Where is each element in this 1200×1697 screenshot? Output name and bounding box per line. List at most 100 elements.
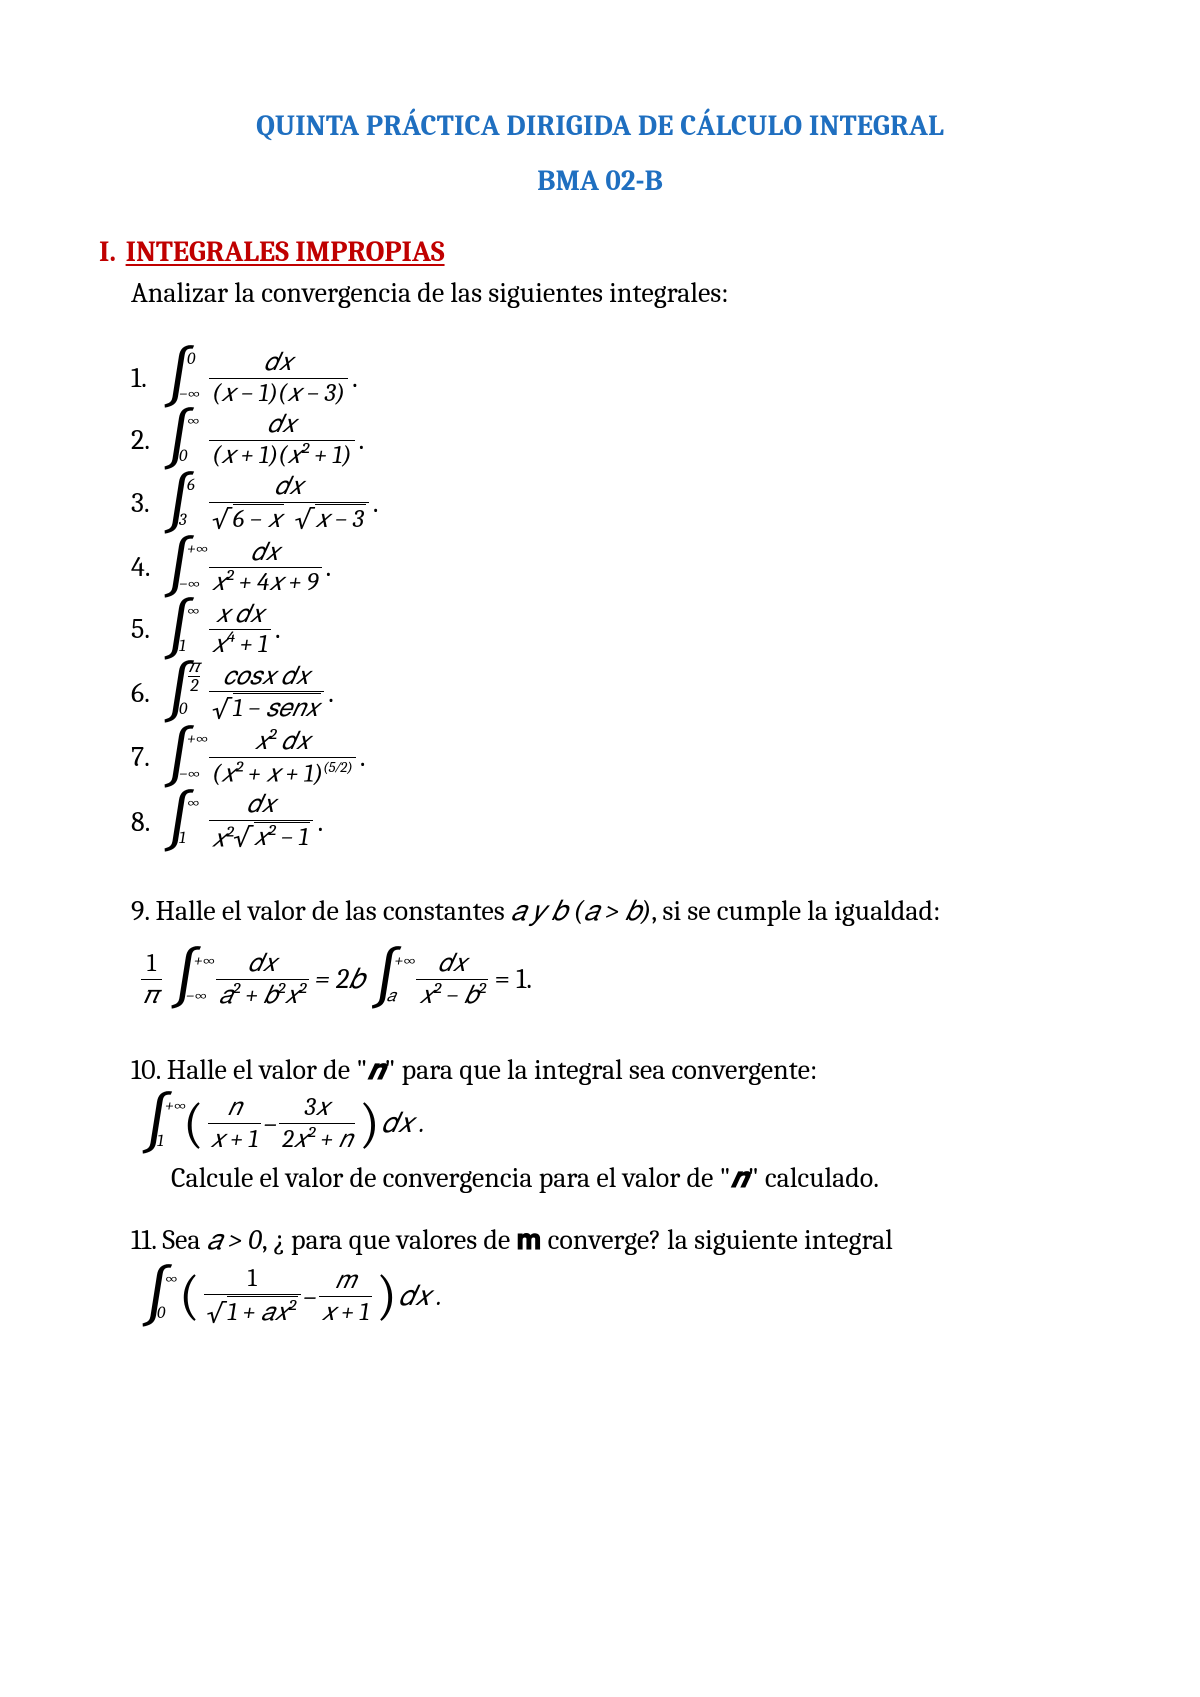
lower-limit: 0 (157, 1304, 165, 1323)
equals-text: = 1. (494, 963, 532, 995)
numerator: 𝑥 𝑑𝑥 (213, 601, 267, 630)
upper-limit: ∞ (165, 1270, 178, 1289)
problem-number: 4. (131, 552, 161, 583)
problem-number: 5. (131, 614, 161, 645)
right-paren-icon: ) (359, 1108, 380, 1140)
lower-limit: 0 (179, 701, 187, 720)
numerator: 𝑑𝑥 (272, 473, 306, 502)
upper-limit: 6 (187, 477, 195, 496)
upper-limit: +∞ (165, 1097, 186, 1116)
denominator: (𝑥 + 1)(𝑥² + 1) (209, 440, 355, 470)
upper-limit: +∞ (187, 731, 208, 750)
denominator: (𝑥 − 1)(𝑥 − 3) (209, 378, 348, 408)
problem-9-text: 9. Halle el valor de las constantes 𝑎 𝑦 … (131, 893, 1105, 931)
fraction: 𝑑𝑥 𝑥²√𝑥² − 1 (209, 791, 313, 853)
problem-4: 4. +∞ ∫ −∞ 𝑑𝑥 𝑥² + 4𝑥 + 9 . (131, 539, 1105, 597)
fraction: 𝑐𝑜𝑠𝑥 𝑑𝑥 √1 − 𝑠𝑒𝑛𝑥 (209, 663, 324, 725)
integral-sign-icon: +∞ ∫ 1 (139, 1099, 173, 1149)
upper-limit: +∞ (194, 952, 215, 971)
fraction: 𝑑𝑥 𝑥² + 4𝑥 + 9 (209, 539, 322, 597)
period: . (360, 742, 366, 773)
lower-limit: 𝑎 (386, 987, 395, 1006)
left-paren-icon: ( (179, 1280, 200, 1312)
integral-sign-icon: ∞ ∫ 1 (161, 605, 195, 655)
period: . (317, 807, 323, 838)
lower-limit: −∞ (179, 386, 200, 405)
dx: 𝑑𝑥 . (382, 1107, 425, 1140)
problem-10-text: 10. Halle el valor de "𝒏" para que la in… (131, 1052, 1105, 1090)
minus: − (303, 1281, 317, 1313)
integral-sign-icon: +∞ ∫ −∞ (161, 733, 195, 783)
period: . (352, 363, 358, 394)
section-title: INTEGRALES IMPROPIAS (126, 236, 445, 269)
section-number: I. (99, 236, 116, 269)
period: . (326, 552, 332, 583)
lower-limit: 1 (179, 638, 186, 657)
fraction: 1 √1 + 𝑎𝑥² (204, 1264, 301, 1329)
period: . (359, 425, 365, 456)
problem-10-text-2: Calcule el valor de convergencia para el… (171, 1160, 1105, 1198)
lower-limit: −∞ (186, 987, 207, 1006)
fraction: 𝑑𝑥 (𝑥 + 1)(𝑥² + 1) (209, 411, 355, 469)
integral-sign-icon: +∞ ∫ −∞ (161, 543, 195, 593)
fraction: 𝑥 𝑑𝑥 𝑥⁴ + 1 (209, 601, 271, 659)
upper-limit: ∞ (187, 603, 200, 622)
denominator: 𝑥² + 4𝑥 + 9 (209, 567, 322, 597)
fraction: 𝑑𝑥 √6 − 𝑥 √𝑥 − 3 (209, 473, 369, 535)
fraction: 3𝑥 2𝑥² + 𝑛 (279, 1093, 355, 1154)
denominator: √6 − 𝑥 √𝑥 − 3 (209, 502, 369, 535)
problem-5: 5. ∞ ∫ 1 𝑥 𝑑𝑥 𝑥⁴ + 1 . (131, 601, 1105, 659)
lower-limit: −∞ (179, 766, 200, 785)
fraction: 𝑛 𝑥 + 1 (208, 1093, 262, 1154)
problem-11-equation: ∞ ∫ 0 ( 1 √1 + 𝑎𝑥² − 𝑚 𝑥 + 1 ) 𝑑𝑥 . (139, 1264, 1105, 1329)
problem-9-equation: 1 𝜋 +∞ ∫ −∞ 𝑑𝑥 𝑎² + 𝑏²𝑥² = 2𝑏 +∞ ∫ 𝑎 𝑑𝑥 … (139, 949, 1105, 1010)
dx: 𝑑𝑥 . (399, 1280, 442, 1313)
period: . (373, 488, 379, 519)
problem-11-text: 11. Sea 𝑎 > 0, ¿ para que valores de 𝐦 c… (131, 1222, 1105, 1260)
denominator: (𝑥² + 𝑥 + 1)(5⁄2) (209, 757, 356, 788)
upper-limit: ∞ (187, 413, 200, 432)
integral-sign-icon: ∞ ∫ 0 (139, 1272, 173, 1322)
denominator: 𝑥⁴ + 1 (209, 629, 271, 659)
lower-limit: 0 (179, 448, 187, 467)
problem-10-equation: +∞ ∫ 1 ( 𝑛 𝑥 + 1 − 3𝑥 2𝑥² + 𝑛 ) 𝑑𝑥 . (139, 1093, 1105, 1154)
integral-sign-icon: +∞ ∫ 𝑎 (368, 954, 402, 1004)
minus: − (263, 1108, 277, 1140)
right-paren-icon: ) (376, 1280, 397, 1312)
problem-number: 6. (131, 678, 161, 709)
page-subtitle: BMA 02-B (95, 165, 1105, 198)
integral-sign-icon: +∞ ∫ −∞ (168, 954, 202, 1004)
section-header: I. INTEGRALES IMPROPIAS (99, 236, 1105, 269)
numerator: 𝑑𝑥 (261, 349, 295, 378)
lower-limit: 1 (179, 830, 186, 849)
equals-text: = 2𝑏 (315, 963, 365, 996)
fraction: 𝑑𝑥 𝑎² + 𝑏²𝑥² (216, 949, 309, 1010)
problem-number: 3. (131, 488, 161, 519)
numerator: 𝑐𝑜𝑠𝑥 𝑑𝑥 (220, 663, 312, 692)
problem-number: 8. (131, 807, 161, 838)
numerator: 𝑥² 𝑑𝑥 (252, 728, 313, 757)
numerator: 𝑑𝑥 (248, 539, 282, 568)
denominator: √1 − 𝑠𝑒𝑛𝑥 (209, 691, 324, 724)
problem-8: 8. ∞ ∫ 1 𝑑𝑥 𝑥²√𝑥² − 1 . (131, 791, 1105, 853)
upper-limit: +∞ (187, 541, 208, 560)
lower-limit: 1 (157, 1132, 164, 1151)
integral-sign-icon: 𝜋2 ∫ 0 (161, 668, 195, 718)
problem-1: 1. 0 ∫ −∞ 𝑑𝑥 (𝑥 − 1)(𝑥 − 3) . (131, 349, 1105, 407)
denominator: 𝑥²√𝑥² − 1 (209, 820, 313, 853)
fraction: 𝑑𝑥 𝑥² − 𝑏² (416, 949, 488, 1010)
upper-limit: 𝜋2 (187, 658, 202, 695)
problem-number: 2. (131, 425, 161, 456)
integral-sign-icon: 0 ∫ −∞ (161, 353, 195, 403)
lower-limit: 3 (179, 512, 186, 531)
fraction: 𝑑𝑥 (𝑥 − 1)(𝑥 − 3) (209, 349, 348, 407)
upper-limit: ∞ (187, 795, 200, 814)
fraction: 1 𝜋 (141, 949, 162, 1010)
problem-7: 7. +∞ ∫ −∞ 𝑥² 𝑑𝑥 (𝑥² + 𝑥 + 1)(5⁄2) . (131, 728, 1105, 787)
lower-limit: −∞ (179, 576, 200, 595)
fraction: 𝑥² 𝑑𝑥 (𝑥² + 𝑥 + 1)(5⁄2) (209, 728, 356, 787)
integral-sign-icon: ∞ ∫ 0 (161, 415, 195, 465)
numerator: 𝑑𝑥 (265, 411, 299, 440)
upper-limit: +∞ (394, 952, 415, 971)
section-intro: Analizar la convergencia de las siguient… (131, 277, 1105, 309)
